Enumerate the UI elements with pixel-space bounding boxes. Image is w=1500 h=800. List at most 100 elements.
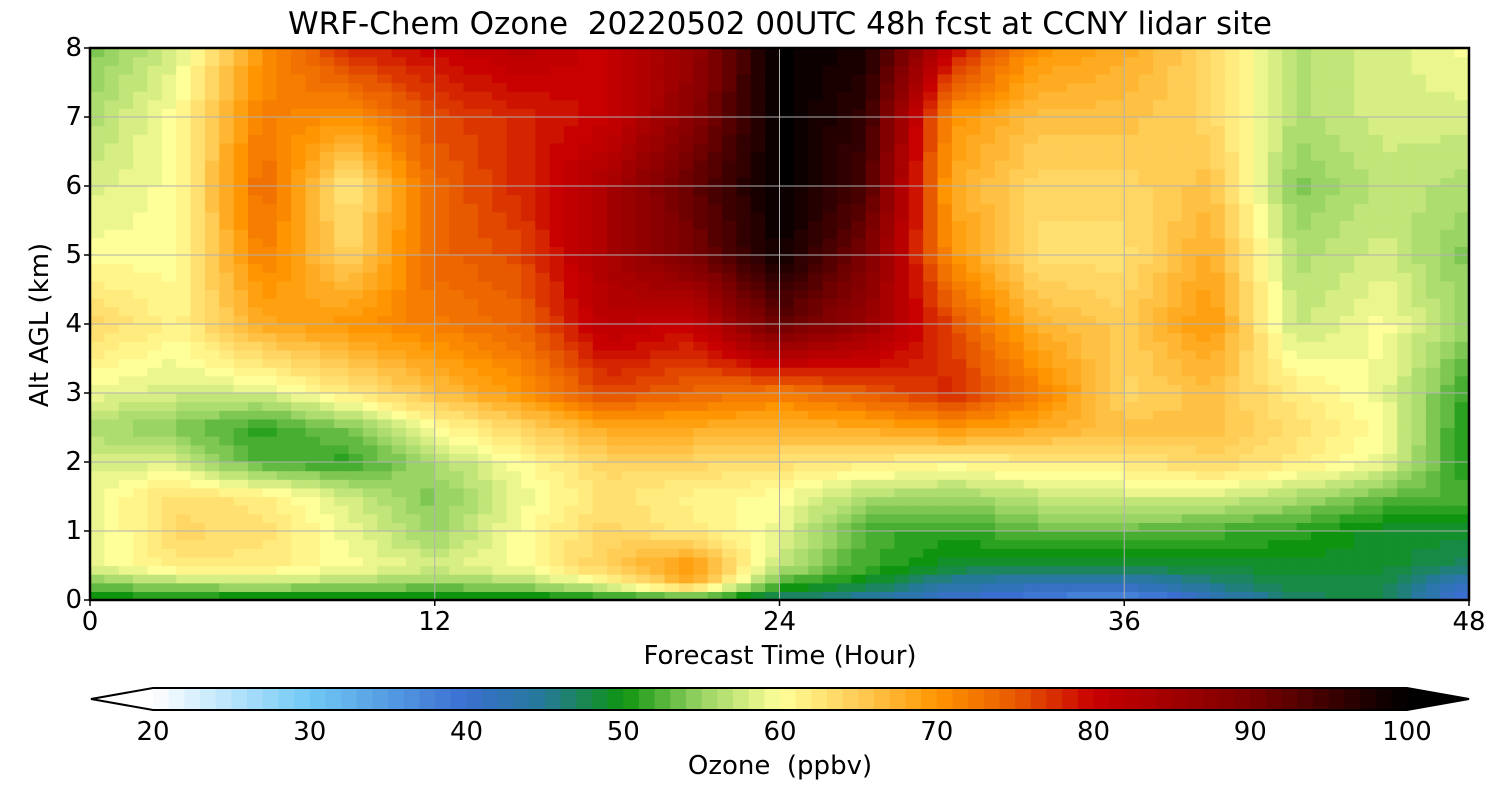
heatmap-cell	[291, 453, 307, 463]
heatmap-cell	[118, 479, 134, 489]
heatmap-cell	[707, 410, 723, 420]
heatmap-cell	[348, 522, 364, 532]
heatmap-cell	[506, 194, 522, 204]
heatmap-cell	[1253, 289, 1269, 299]
heatmap-cell	[1181, 375, 1197, 385]
heatmap-cell	[1282, 470, 1298, 480]
heatmap-cell	[1038, 505, 1054, 515]
heatmap-cell	[233, 151, 249, 161]
heatmap-cell	[204, 487, 220, 498]
heatmap-cell	[1009, 384, 1025, 394]
heatmap-cell	[176, 341, 192, 351]
heatmap-cell	[578, 151, 594, 161]
heatmap-cell	[894, 574, 910, 584]
heatmap-cell	[1066, 246, 1082, 256]
heatmap-cell	[506, 255, 522, 265]
heatmap-cell	[1454, 375, 1470, 385]
heatmap-cell	[233, 384, 249, 394]
heatmap-cell	[650, 229, 666, 239]
heatmap-cell	[477, 186, 493, 196]
heatmap-cell	[1296, 418, 1312, 429]
heatmap-cell	[994, 487, 1010, 498]
heatmap-cell	[1325, 513, 1341, 523]
heatmap-cell	[650, 548, 666, 558]
heatmap-cell	[1181, 574, 1197, 584]
heatmap-cell	[1440, 237, 1456, 247]
heatmap-cell	[535, 539, 551, 549]
heatmap-cell	[966, 505, 982, 515]
heatmap-cell	[880, 401, 896, 411]
heatmap-cell	[477, 539, 493, 549]
heatmap-cell	[664, 548, 680, 558]
heatmap-cell	[176, 393, 192, 403]
heatmap-cell	[937, 341, 953, 351]
heatmap-cell	[176, 349, 192, 360]
heatmap-cell	[348, 203, 364, 213]
heatmap-cell	[348, 410, 364, 420]
heatmap-cell	[1023, 280, 1039, 291]
heatmap-cell	[578, 384, 594, 394]
heatmap-cell	[1325, 280, 1341, 291]
heatmap-cell	[1152, 306, 1168, 316]
heatmap-cell	[1296, 522, 1312, 532]
heatmap-cell	[851, 444, 867, 454]
heatmap-cell	[1196, 531, 1212, 541]
heatmap-cell	[104, 384, 120, 394]
heatmap-cell	[678, 427, 694, 437]
heatmap-cell	[865, 453, 881, 463]
heatmap-cell	[635, 496, 651, 506]
heatmap-cell	[1038, 203, 1054, 213]
heatmap-cell	[506, 203, 522, 213]
heatmap-cell	[305, 556, 321, 567]
heatmap-cell	[147, 237, 163, 247]
heatmap-cell	[1138, 565, 1154, 575]
heatmap-cell	[1425, 582, 1441, 592]
heatmap-cell	[621, 263, 637, 273]
heatmap-cell	[1081, 203, 1097, 213]
heatmap-cell	[406, 324, 421, 334]
heatmap-cell	[1310, 168, 1326, 178]
heatmap-cell	[90, 298, 105, 308]
heatmap-cell	[291, 591, 307, 601]
heatmap-cell	[1038, 470, 1054, 480]
heatmap-cell	[966, 453, 982, 463]
heatmap-cell	[1081, 168, 1097, 178]
heatmap-cell	[951, 298, 967, 308]
heatmap-cell	[822, 280, 838, 291]
heatmap-cell	[1095, 436, 1111, 446]
heatmap-cell	[1081, 306, 1097, 316]
heatmap-cell	[880, 289, 896, 299]
heatmap-cell	[204, 211, 220, 222]
heatmap-cell	[492, 280, 508, 291]
heatmap-cell	[1138, 177, 1154, 187]
heatmap-cell	[420, 513, 436, 523]
heatmap-cell	[836, 462, 852, 472]
heatmap-cell	[1440, 591, 1456, 601]
heatmap-cell	[880, 548, 896, 558]
heatmap-cell	[1425, 358, 1441, 368]
heatmap-cell	[204, 539, 220, 549]
heatmap-cell	[477, 427, 493, 437]
heatmap-cell	[434, 487, 450, 498]
heatmap-cell	[348, 384, 364, 394]
heatmap-cell	[836, 505, 852, 515]
heatmap-cell	[1454, 263, 1470, 273]
heatmap-cell	[865, 298, 881, 308]
heatmap-cell	[319, 487, 335, 498]
heatmap-cell	[434, 367, 450, 377]
heatmap-cell	[1109, 341, 1125, 351]
heatmap-cell	[1411, 315, 1427, 325]
heatmap-cell	[276, 280, 292, 291]
heatmap-cell	[406, 220, 421, 230]
heatmap-cell	[1138, 315, 1154, 325]
heatmap-cell	[1411, 246, 1427, 256]
heatmap-cell	[1052, 289, 1068, 299]
heatmap-cell	[994, 591, 1010, 601]
heatmap-cell	[994, 479, 1010, 489]
heatmap-cell	[650, 324, 666, 334]
heatmap-cell	[1095, 453, 1111, 463]
heatmap-cell	[578, 436, 594, 446]
heatmap-cell	[104, 548, 120, 558]
heatmap-cell	[994, 358, 1010, 368]
heatmap-cell	[894, 522, 910, 532]
